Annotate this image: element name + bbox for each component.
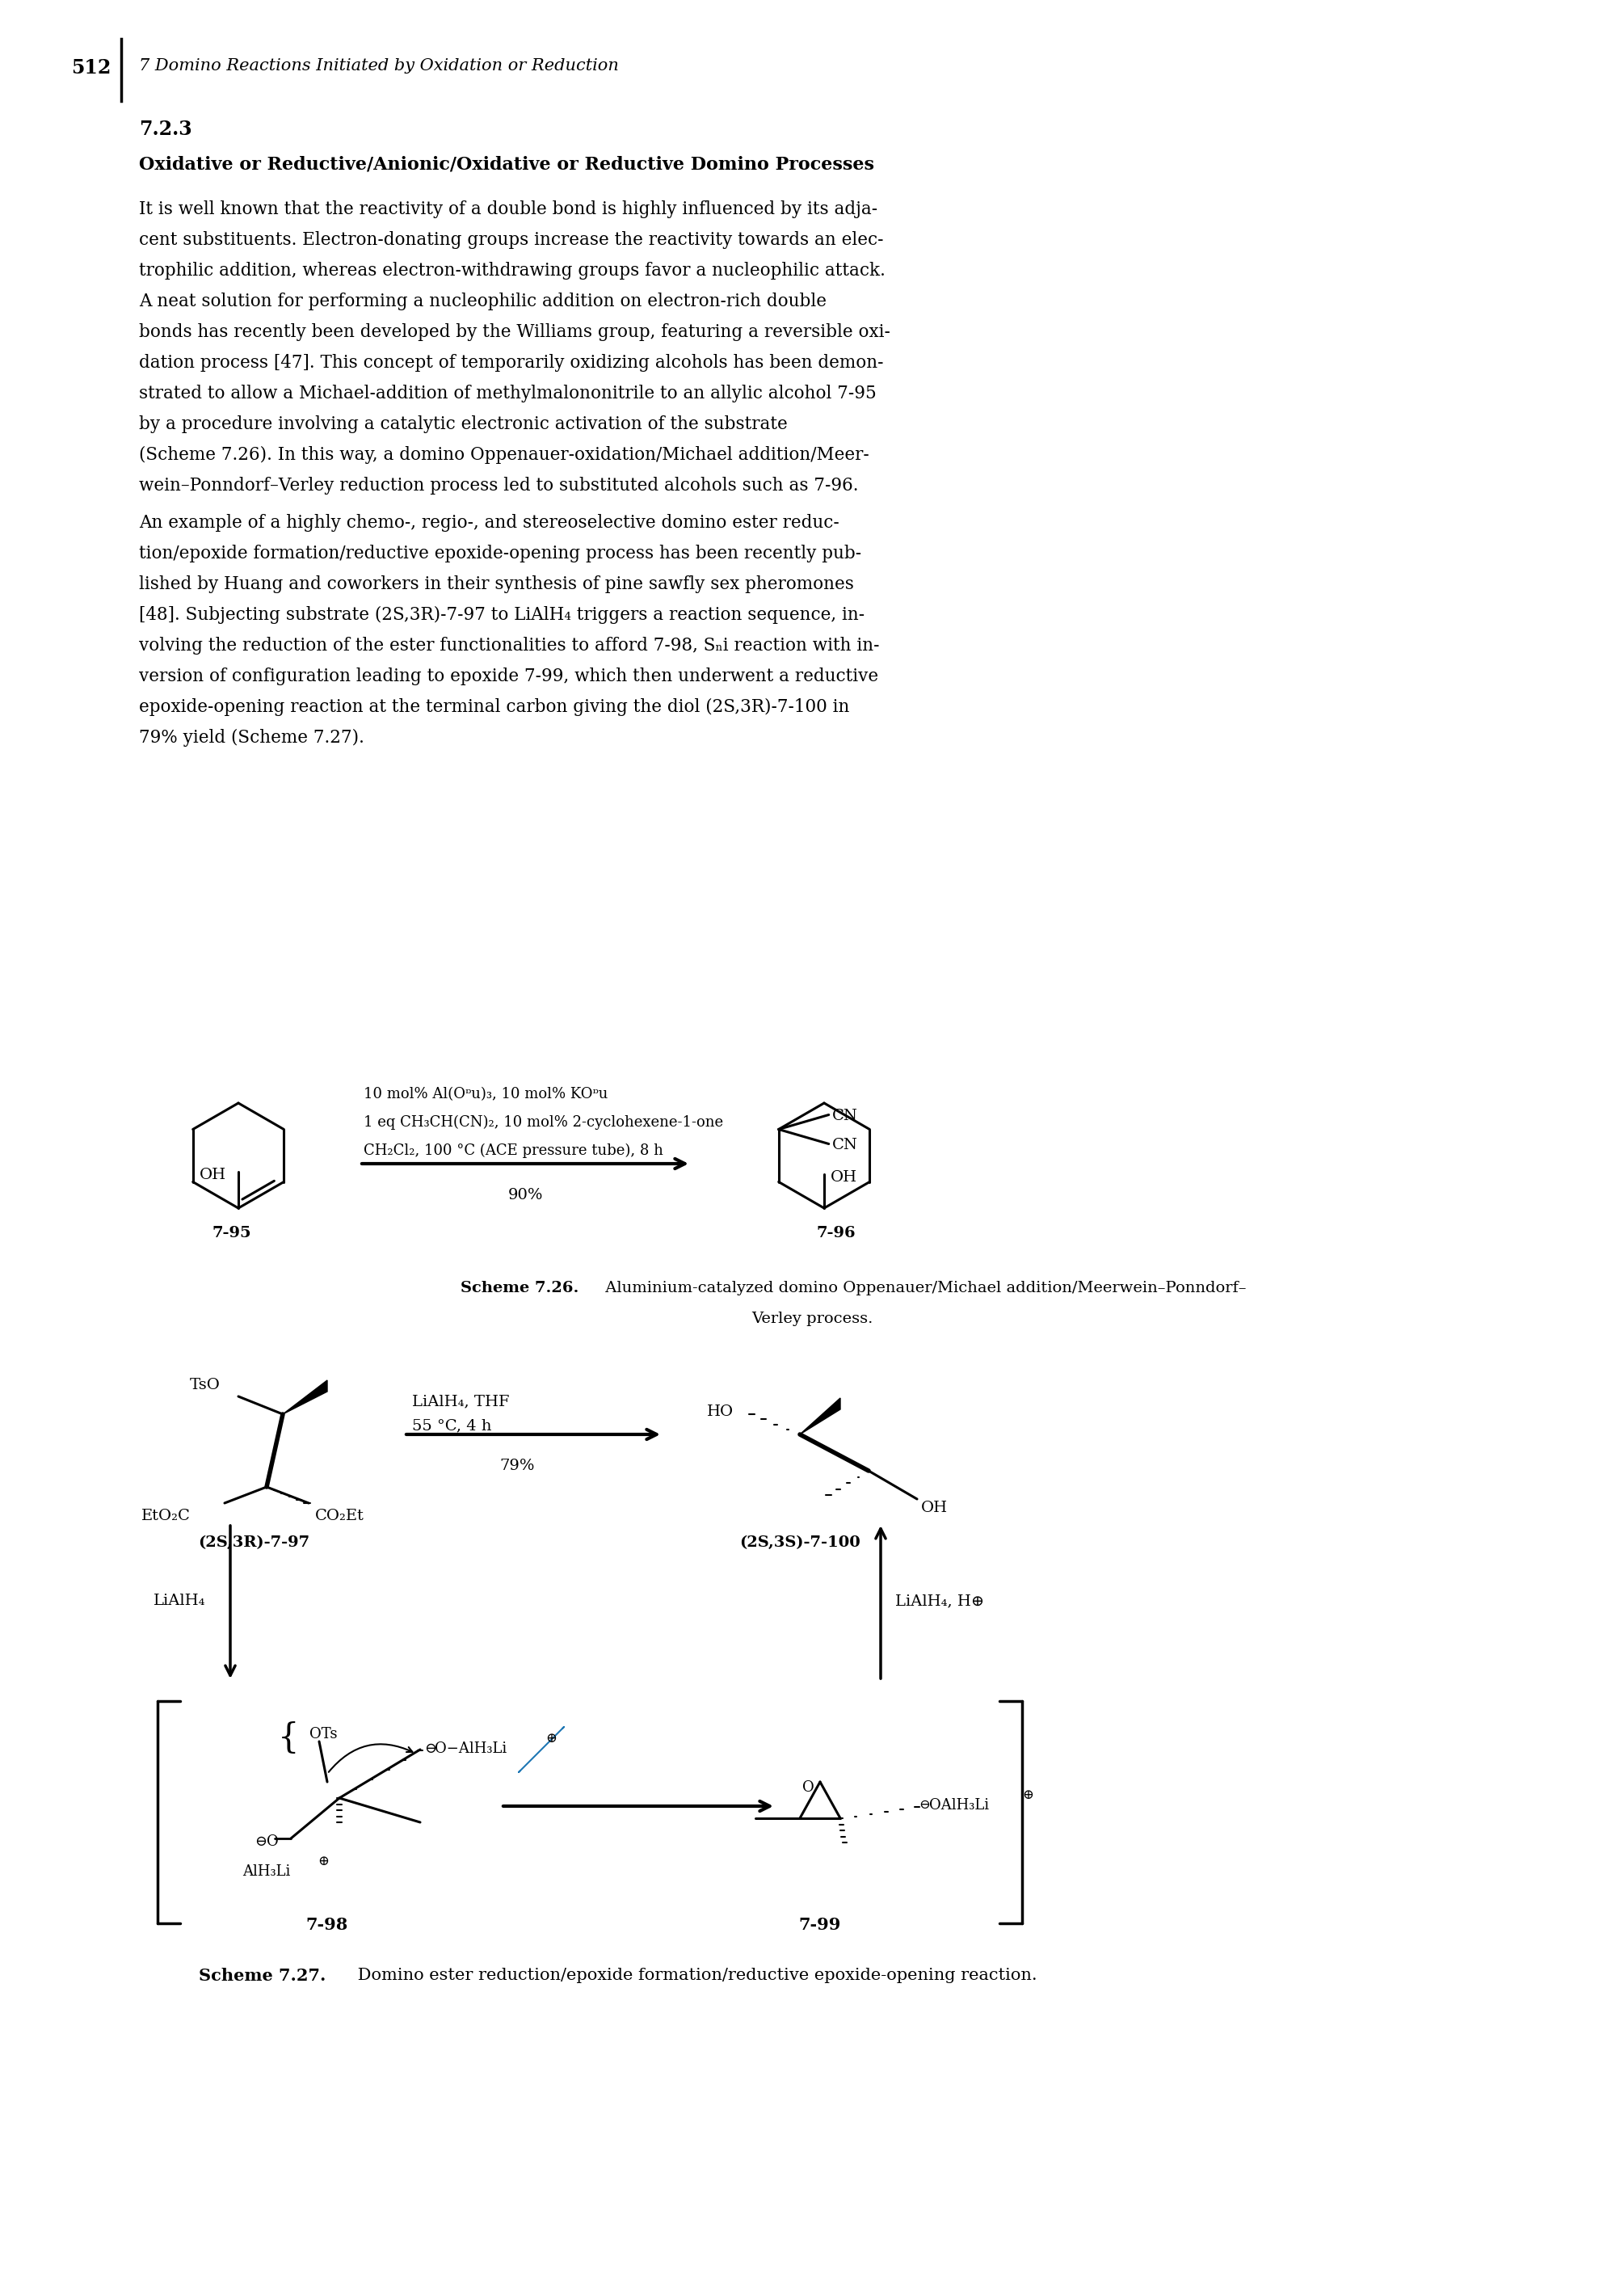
Text: 7-98: 7-98 (305, 1918, 348, 1934)
Text: 512: 512 (71, 57, 110, 78)
Text: 7-96: 7-96 (815, 1226, 856, 1239)
Text: O−AlH₃Li: O−AlH₃Li (435, 1741, 507, 1755)
Text: by a procedure involving a catalytic electronic activation of the substrate: by a procedure involving a catalytic ele… (140, 415, 788, 433)
Text: HO: HO (706, 1404, 734, 1418)
FancyArrowPatch shape (328, 1743, 412, 1771)
Text: 7 Domino Reactions Initiated by Oxidation or Reduction: 7 Domino Reactions Initiated by Oxidatio… (140, 57, 619, 73)
Text: O: O (802, 1780, 814, 1794)
Text: cent substituents. Electron-donating groups increase the reactivity towards an e: cent substituents. Electron-donating gro… (140, 231, 883, 250)
Text: AlH₃Li: AlH₃Li (242, 1865, 291, 1879)
Text: wein–Ponndorf–Verley reduction process led to substituted alcohols such as 7-96.: wein–Ponndorf–Verley reduction process l… (140, 477, 859, 495)
Text: tion/epoxide formation/reductive epoxide-opening process has been recently pub-: tion/epoxide formation/reductive epoxide… (140, 545, 861, 564)
Text: epoxide-opening reaction at the terminal carbon giving the diol (2S,3R)-7-100 in: epoxide-opening reaction at the terminal… (140, 699, 849, 717)
Text: 10 mol% Al(Oᶛu)₃, 10 mol% KOᶛu: 10 mol% Al(Oᶛu)₃, 10 mol% KOᶛu (364, 1086, 607, 1102)
Text: CO₂Et: CO₂Et (315, 1510, 364, 1524)
Text: trophilic addition, whereas electron-withdrawing groups favor a nucleophilic att: trophilic addition, whereas electron-wit… (140, 261, 885, 280)
Text: 1 eq CH₃CH(CN)₂, 10 mol% 2-cyclohexene-1-one: 1 eq CH₃CH(CN)₂, 10 mol% 2-cyclohexene-1… (364, 1116, 723, 1129)
Text: LiAlH₄, H⊕: LiAlH₄, H⊕ (895, 1595, 984, 1608)
Text: ⊖: ⊖ (424, 1741, 437, 1755)
Text: 90%: 90% (508, 1189, 542, 1203)
Text: OH: OH (830, 1171, 857, 1184)
Text: Aluminium-catalyzed domino Oppenauer/Michael addition/Meerwein–Ponndorf–: Aluminium-catalyzed domino Oppenauer/Mic… (601, 1281, 1246, 1294)
Text: ⊕: ⊕ (318, 1856, 328, 1869)
Text: OH: OH (921, 1501, 948, 1514)
Text: TsO: TsO (190, 1377, 221, 1393)
Text: OAlH₃Li: OAlH₃Li (929, 1798, 989, 1812)
Text: OH: OH (200, 1168, 226, 1182)
Text: (Scheme 7.26). In this way, a domino Oppenauer-oxidation/Michael addition/Meer-: (Scheme 7.26). In this way, a domino Opp… (140, 447, 869, 465)
Text: A neat solution for performing a nucleophilic addition on electron-rich double: A neat solution for performing a nucleop… (140, 293, 827, 309)
Polygon shape (801, 1398, 840, 1434)
Text: 79%: 79% (500, 1459, 534, 1473)
Text: 55 °C, 4 h: 55 °C, 4 h (412, 1418, 492, 1432)
Text: 79% yield (Scheme 7.27).: 79% yield (Scheme 7.27). (140, 729, 364, 747)
Text: 7-95: 7-95 (213, 1226, 252, 1239)
Text: LiAlH₄: LiAlH₄ (154, 1595, 206, 1608)
Text: version of configuration leading to epoxide 7-99, which then underwent a reducti: version of configuration leading to epox… (140, 667, 879, 685)
Text: Verley process.: Verley process. (752, 1310, 872, 1326)
Text: It is well known that the reactivity of a double bond is highly influenced by it: It is well known that the reactivity of … (140, 199, 877, 218)
Text: Scheme 7.26.: Scheme 7.26. (461, 1281, 578, 1294)
Text: CH₂Cl₂, 100 °C (ACE pressure tube), 8 h: CH₂Cl₂, 100 °C (ACE pressure tube), 8 h (364, 1143, 663, 1159)
Text: {: { (278, 1721, 299, 1755)
Text: CN: CN (831, 1109, 857, 1123)
Text: (2S,3S)-7-100: (2S,3S)-7-100 (739, 1535, 861, 1551)
Text: CN: CN (831, 1136, 857, 1152)
Text: ⊕: ⊕ (546, 1732, 557, 1746)
Text: Domino ester reduction/epoxide formation/reductive epoxide-opening reaction.: Domino ester reduction/epoxide formation… (352, 1968, 1038, 1984)
Text: volving the reduction of the ester functionalities to afford 7-98, Sₙi reaction : volving the reduction of the ester funct… (140, 637, 880, 655)
Text: ⊖: ⊖ (919, 1798, 931, 1812)
Text: (2S,3R)-7-97: (2S,3R)-7-97 (198, 1535, 310, 1551)
Text: An example of a highly chemo-, regio-, and stereoselective domino ester reduc-: An example of a highly chemo-, regio-, a… (140, 513, 840, 532)
Text: lished by Huang and coworkers in their synthesis of pine sawfly sex pheromones: lished by Huang and coworkers in their s… (140, 575, 854, 593)
Polygon shape (283, 1379, 326, 1414)
Text: Scheme 7.27.: Scheme 7.27. (198, 1968, 326, 1984)
Text: bonds has recently been developed by the Williams group, featuring a reversible : bonds has recently been developed by the… (140, 323, 890, 341)
Text: O: O (266, 1835, 279, 1849)
Text: 7-99: 7-99 (799, 1918, 841, 1934)
Text: [48]. Subjecting substrate (2S,3R)-7-97 to LiAlH₄ triggers a reaction sequence, : [48]. Subjecting substrate (2S,3R)-7-97 … (140, 607, 864, 623)
Text: 7.2.3: 7.2.3 (140, 119, 192, 140)
Text: EtO₂C: EtO₂C (141, 1510, 190, 1524)
Text: ⊖: ⊖ (255, 1835, 266, 1849)
Text: Oxidative or Reductive/Anionic/Oxidative or Reductive Domino Processes: Oxidative or Reductive/Anionic/Oxidative… (140, 156, 874, 172)
Text: LiAlH₄, THF: LiAlH₄, THF (412, 1393, 510, 1409)
Text: dation process [47]. This concept of temporarily oxidizing alcohols has been dem: dation process [47]. This concept of tem… (140, 353, 883, 371)
Text: ⊕: ⊕ (1021, 1789, 1033, 1803)
Text: OTs: OTs (310, 1727, 338, 1741)
Text: strated to allow a Michael-addition of methylmalononitrile to an allylic alcohol: strated to allow a Michael-addition of m… (140, 385, 877, 403)
